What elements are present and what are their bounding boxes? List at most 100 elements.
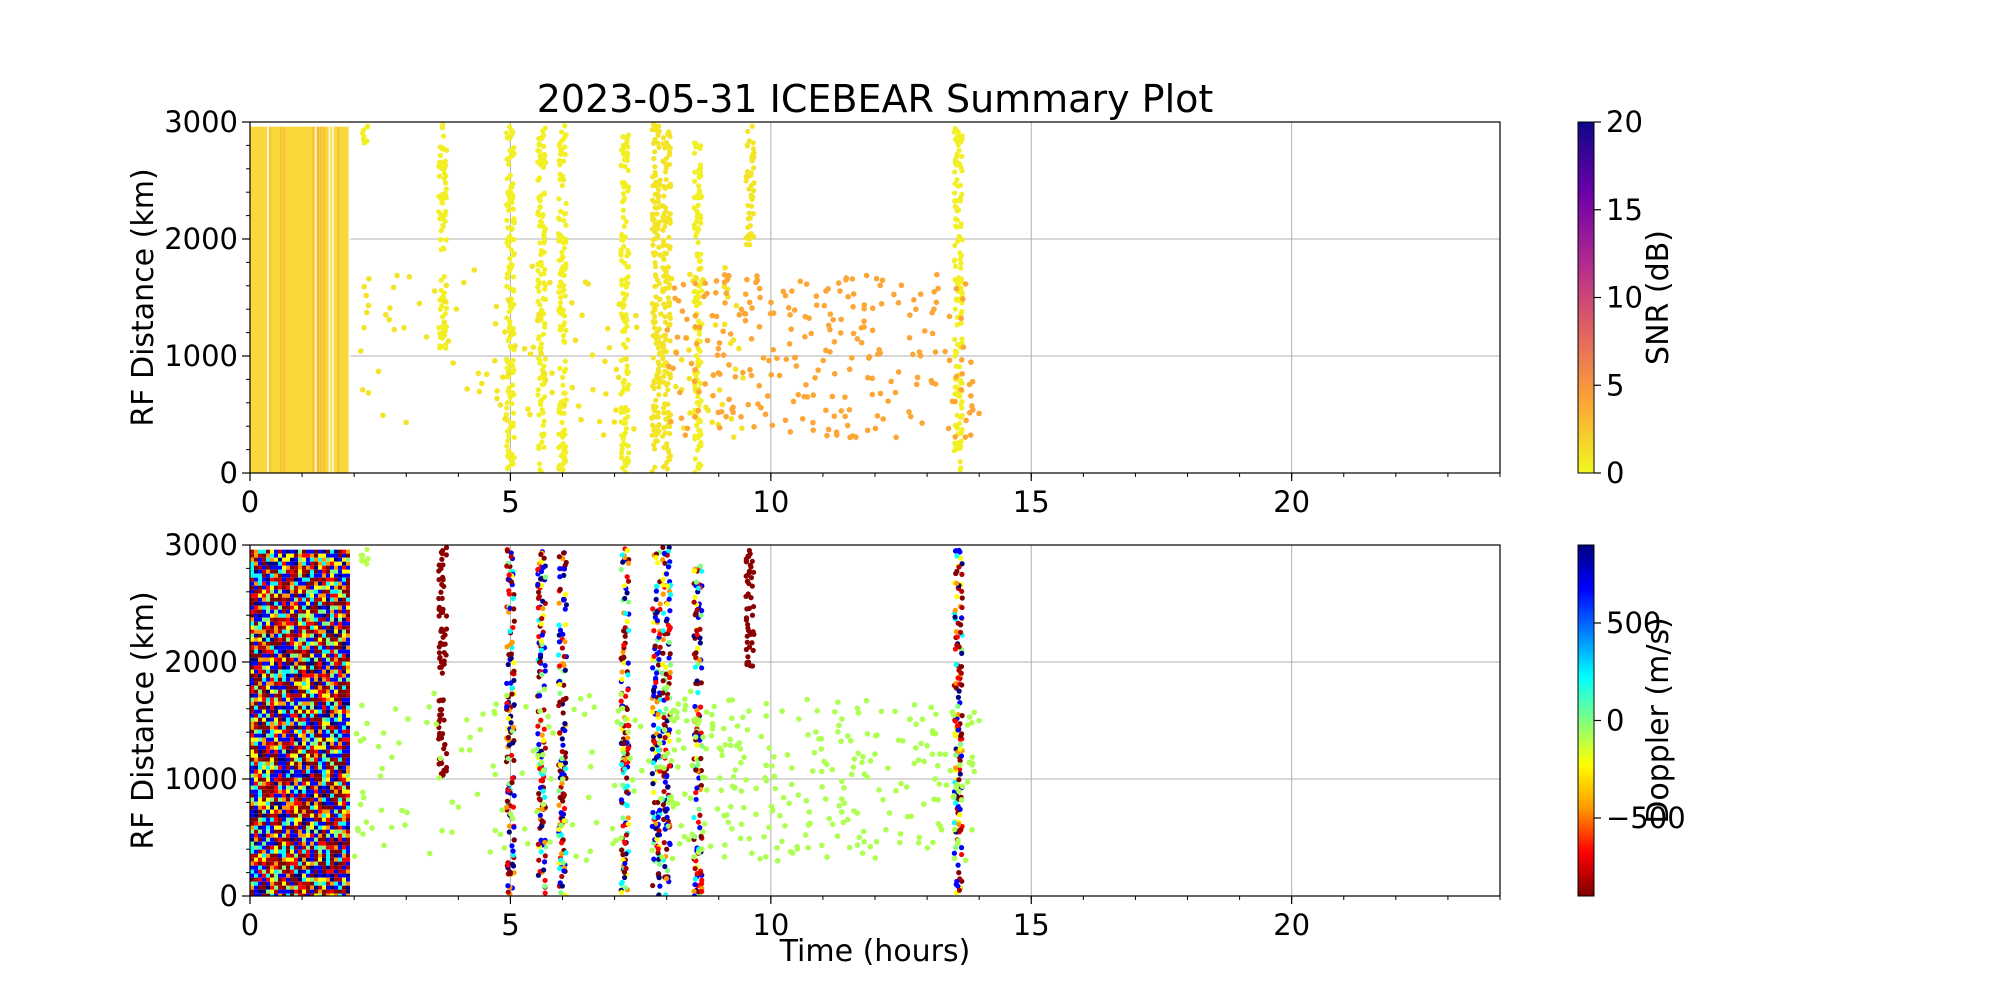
- data-point: [282, 825, 286, 830]
- data-point: [729, 406, 736, 413]
- data-point: [314, 805, 318, 810]
- data-point: [286, 565, 290, 570]
- data-point: [780, 288, 787, 295]
- data-point: [274, 813, 278, 818]
- data-point: [262, 885, 266, 890]
- data-point: [507, 256, 513, 262]
- data-point: [274, 581, 278, 586]
- data-point: [294, 841, 298, 846]
- data-point: [622, 610, 629, 617]
- data-point: [254, 665, 258, 670]
- data-point: [342, 709, 346, 714]
- data-point: [440, 577, 446, 583]
- data-point: [278, 657, 282, 662]
- data-point: [294, 641, 298, 646]
- data-point: [302, 825, 306, 830]
- data-point: [508, 579, 515, 585]
- data-point: [827, 349, 833, 355]
- data-point: [633, 324, 640, 331]
- data-point: [306, 697, 310, 702]
- data-point: [692, 876, 698, 882]
- data-point: [622, 319, 629, 325]
- data-point: [306, 681, 310, 686]
- data-point: [322, 861, 326, 866]
- data-point: [258, 669, 262, 674]
- data-point: [536, 693, 543, 699]
- data-point: [294, 805, 298, 810]
- data-point: [286, 733, 290, 738]
- data-point: [270, 741, 274, 746]
- data-point: [504, 563, 510, 569]
- data-point: [575, 403, 582, 409]
- data-point: [266, 597, 270, 602]
- data-point: [270, 621, 274, 626]
- data-point: [854, 336, 861, 342]
- data-point: [560, 798, 566, 804]
- data-point: [338, 753, 342, 758]
- data-point: [270, 769, 274, 774]
- data-point: [664, 327, 671, 333]
- data-point: [310, 809, 314, 814]
- data-point: [318, 597, 322, 602]
- data-point: [278, 697, 282, 702]
- data-point: [655, 747, 662, 753]
- data-point: [302, 801, 306, 806]
- data-point: [334, 889, 338, 894]
- data-point: [270, 569, 274, 574]
- data-point: [258, 673, 262, 678]
- data-point: [783, 356, 790, 363]
- data-point: [745, 224, 751, 231]
- data-point: [294, 601, 298, 606]
- data-point: [294, 789, 298, 794]
- data-point: [314, 629, 318, 634]
- data-point: [254, 637, 258, 642]
- data-point: [318, 861, 322, 866]
- data-point: [534, 317, 541, 324]
- data-point: [278, 757, 282, 762]
- data-point: [274, 573, 278, 578]
- data-point: [338, 861, 342, 866]
- data-point: [556, 554, 562, 560]
- data-point: [667, 608, 673, 614]
- data-point: [262, 749, 266, 754]
- data-point: [346, 829, 350, 834]
- data-point: [538, 218, 544, 225]
- data-point: [864, 427, 871, 434]
- data-point: [298, 585, 302, 590]
- data-point: [656, 334, 662, 340]
- data-point: [282, 745, 286, 750]
- dense-block-stripe: [312, 126, 315, 473]
- data-point: [721, 272, 728, 278]
- data-point: [294, 853, 298, 858]
- data-point: [266, 661, 270, 666]
- data-point: [850, 303, 856, 310]
- data-point: [270, 841, 274, 846]
- data-point: [310, 581, 314, 586]
- data-point: [542, 890, 548, 896]
- data-point: [562, 892, 568, 896]
- data-point: [342, 589, 346, 594]
- data-point: [314, 749, 318, 754]
- data-point: [536, 355, 542, 361]
- data-point: [254, 693, 258, 698]
- data-point: [660, 636, 666, 643]
- data-point: [302, 817, 306, 822]
- data-point: [274, 733, 278, 738]
- data-point: [274, 641, 278, 646]
- data-point: [568, 300, 575, 306]
- data-point: [541, 232, 547, 238]
- data-point: [286, 625, 290, 630]
- data-point: [254, 625, 258, 630]
- data-point: [262, 593, 266, 598]
- data-point: [831, 413, 838, 419]
- data-point: [278, 733, 282, 738]
- data-point: [342, 733, 346, 738]
- data-point: [536, 135, 542, 142]
- data-point: [254, 705, 258, 710]
- data-point: [652, 138, 658, 144]
- data-point: [330, 633, 334, 638]
- data-point: [282, 833, 286, 838]
- data-point: [306, 549, 310, 554]
- data-point: [326, 773, 330, 778]
- data-point: [953, 162, 959, 168]
